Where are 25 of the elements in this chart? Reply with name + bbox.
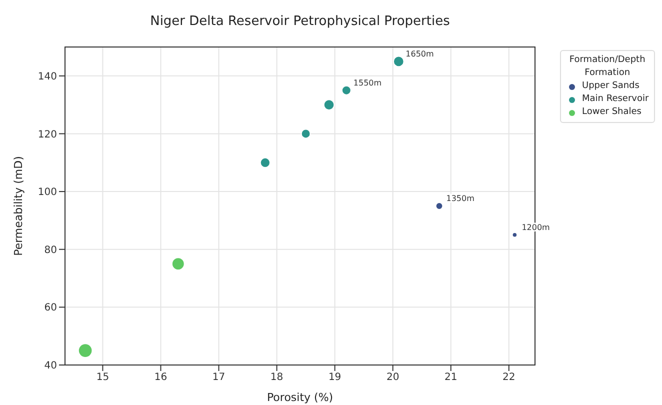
chart-title: Niger Delta Reservoir Petrophysical Properties xyxy=(149,14,451,29)
y-tick-label: 60 xyxy=(44,302,57,314)
y-tick-label: 120 xyxy=(38,129,57,140)
y-tick-label: 40 xyxy=(44,360,57,372)
legend-label: Main Reservoir xyxy=(582,93,649,106)
x-tick-label: 18 xyxy=(270,372,284,384)
x-tick-label: 17 xyxy=(212,372,226,384)
x-tick-label: 22 xyxy=(502,372,516,384)
x-tick-label: 19 xyxy=(328,372,342,384)
annotation: 1650m xyxy=(406,49,434,58)
legend-label: Lower Shales xyxy=(582,106,642,119)
x-tick-label: 21 xyxy=(444,372,458,384)
x-tick-label: 20 xyxy=(386,372,400,384)
x-axis-title: Porosity (%) xyxy=(266,391,334,404)
legend-title: Formation/Depth xyxy=(568,54,646,67)
y-axis-title: Permeability (mD) xyxy=(12,156,25,256)
y-tick-label: 80 xyxy=(44,244,57,256)
x-tick-label: 16 xyxy=(154,372,168,384)
y-tick-label: 100 xyxy=(38,187,57,198)
y-tick-label: 140 xyxy=(38,71,57,82)
x-tick-label: 15 xyxy=(96,372,110,384)
annotation: 1550m xyxy=(353,78,382,88)
annotation: 1350m xyxy=(446,194,475,203)
legend-label: Upper Sands xyxy=(582,80,640,93)
text: Formation xyxy=(584,67,632,80)
